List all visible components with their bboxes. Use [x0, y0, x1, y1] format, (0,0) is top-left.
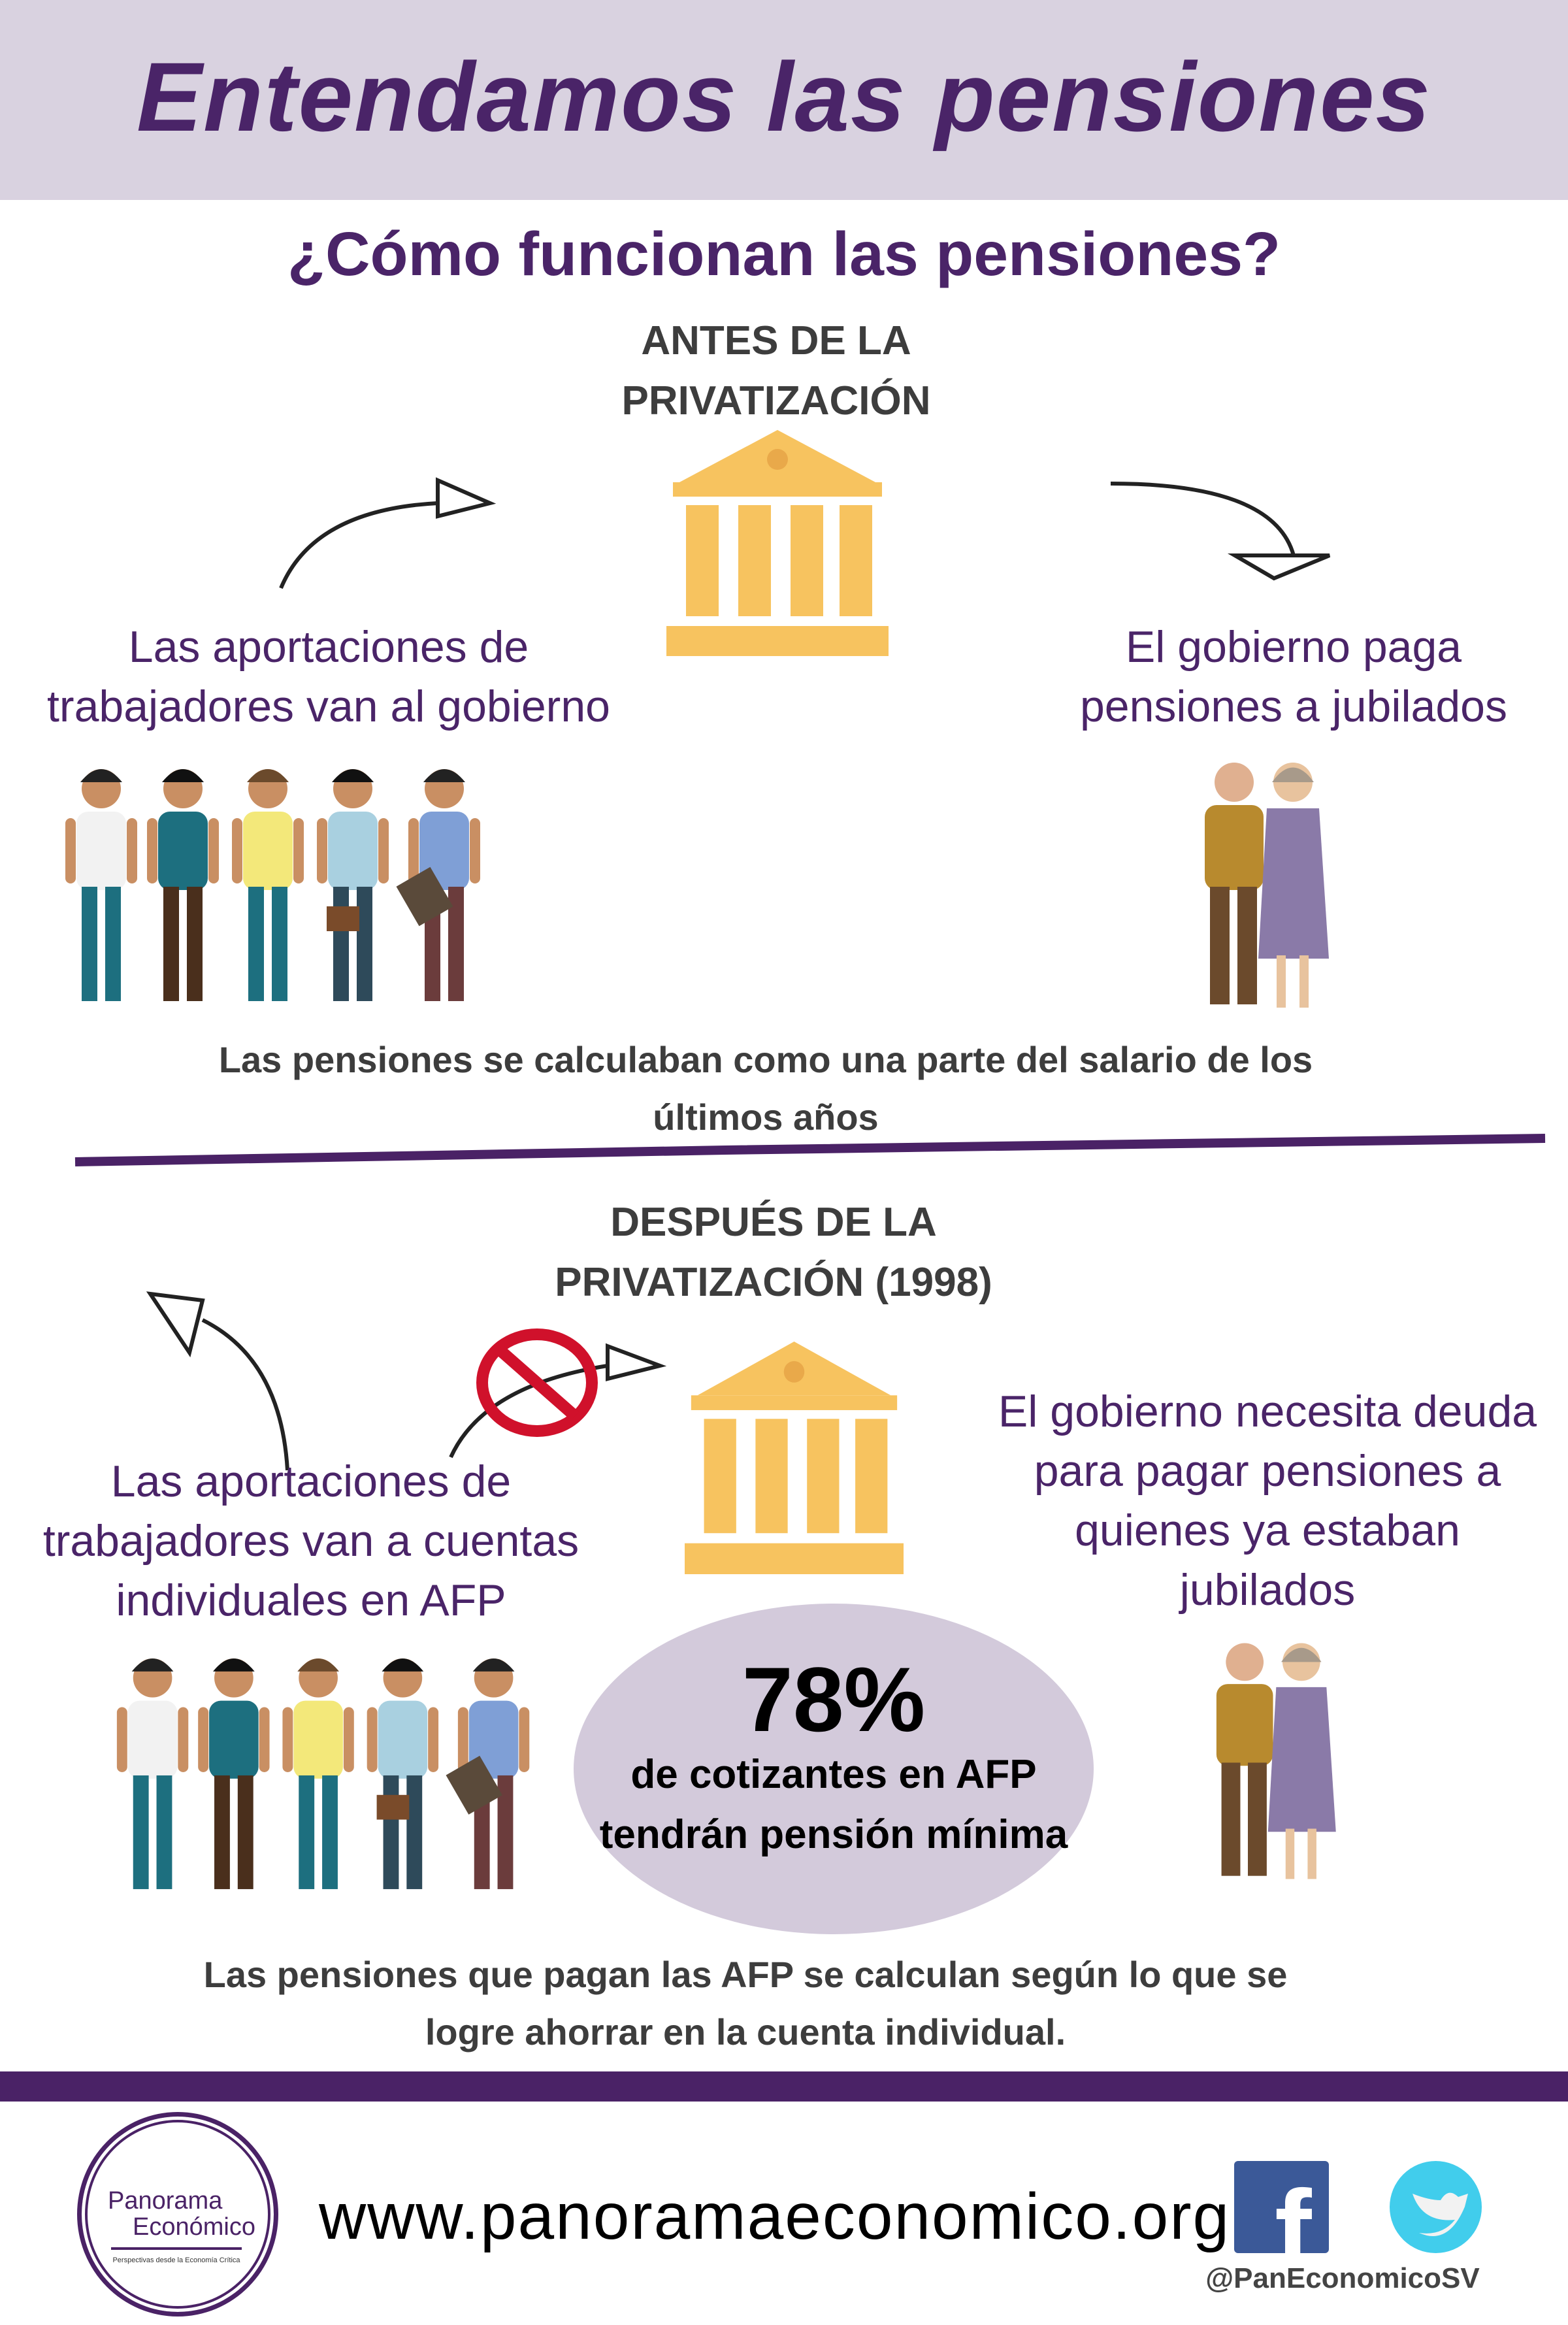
person-figure	[282, 1658, 354, 1889]
text-line: Las aportaciones de	[128, 622, 529, 672]
briefcase	[446, 1755, 502, 1815]
facebook-icon[interactable]: f	[1234, 2161, 1329, 2253]
logo-name: Económico	[133, 2213, 255, 2241]
text-line: trabajadores van al gobierno	[47, 682, 610, 731]
elder-man	[1216, 1643, 1273, 1876]
social-handle[interactable]: @PanEconomicoSV	[1205, 2262, 1480, 2294]
heading-line: ANTES DE LA	[641, 318, 911, 363]
retirees-illustration	[1205, 763, 1329, 1008]
after-right-text: El gobierno necesita deuda para pagar pe…	[967, 1382, 1568, 1620]
logo-rule	[111, 2247, 242, 2250]
arrow-to-government-icon	[279, 477, 497, 589]
text-line: quienes ya estaban	[1075, 1506, 1460, 1555]
person-figure	[65, 769, 137, 1001]
briefcase	[376, 1794, 410, 1820]
person-figure	[198, 1658, 270, 1889]
bank-icon	[685, 1342, 904, 1574]
text-line: de cotizantes en AFP	[630, 1752, 1037, 1797]
logo: Panorama Económico Perspectivas desde la…	[77, 2112, 278, 2317]
after-heading: DESPUÉS DE LA PRIVATIZACIÓN (1998)	[0, 1193, 1547, 1313]
after-note: Las pensiones que pagan las AFP se calcu…	[0, 1946, 1491, 2061]
footer-bar	[0, 2071, 1568, 2102]
heading-line: PRIVATIZACIÓN (1998)	[555, 1260, 992, 1305]
prohibited-icon	[476, 1328, 598, 1437]
text-line: individuales en AFP	[116, 1575, 506, 1625]
person-figure	[317, 769, 389, 1001]
person-figure	[367, 1658, 439, 1889]
person-figure	[147, 769, 219, 1001]
logo-name: Panorama	[108, 2187, 223, 2215]
text-line: El gobierno paga	[1125, 622, 1462, 672]
logo-tagline: Perspectivas desde la Economía Crítica	[112, 2256, 240, 2264]
elder-woman	[1258, 763, 1329, 1008]
arrow-to-retirees-icon	[1110, 482, 1331, 581]
after-left-text: Las aportaciones de trabajadores van a c…	[0, 1452, 622, 1630]
text-line: para pagar pensiones a	[1034, 1446, 1501, 1496]
text-line: Las pensiones se calculaban como una par…	[218, 1039, 1313, 1080]
bank-icon	[666, 430, 889, 656]
subtitle: ¿Cómo funcionan las pensiones?	[287, 220, 1281, 289]
person-figure	[116, 1658, 189, 1889]
twitter-icon[interactable]	[1390, 2161, 1482, 2253]
retirees-illustration	[1216, 1643, 1336, 1879]
elder-woman	[1267, 1643, 1336, 1879]
text-line: Las pensiones que pagan las AFP se calcu…	[203, 1954, 1288, 1995]
text-line: El gobierno necesita deuda	[998, 1387, 1537, 1436]
header-band	[0, 0, 1568, 200]
text-line: tendrán pensión mínima	[599, 1812, 1068, 1857]
section-divider	[74, 1134, 1546, 1166]
before-note: Las pensiones se calculaban como una par…	[0, 1031, 1531, 1146]
page-title: Entendamos las pensiones	[137, 42, 1431, 152]
briefcase	[327, 906, 359, 931]
workers-illustration	[65, 769, 480, 1001]
before-left-text: Las aportaciones de trabajadores van al …	[0, 618, 657, 736]
person-figure	[408, 769, 480, 1001]
website-link[interactable]: www.panoramaeconomico.org	[319, 2180, 1231, 2253]
facebook-glyph: f	[1275, 2168, 1312, 2253]
statistic-bubble	[574, 1604, 1094, 1934]
bird-glyph	[1413, 2192, 1468, 2236]
elder-man	[1205, 763, 1264, 1004]
heading-line: DESPUÉS DE LA	[610, 1200, 937, 1245]
statistic-value: 78%	[742, 1648, 926, 1751]
text-line: pensiones a jubilados	[1079, 682, 1508, 731]
heading-line: PRIVATIZACIÓN	[621, 378, 931, 423]
text-line: jubilados	[1179, 1565, 1356, 1615]
blocked-arrow-icon	[449, 1343, 666, 1459]
text-line: Las aportaciones de	[110, 1457, 512, 1506]
text-line: últimos años	[653, 1097, 879, 1138]
briefcase	[396, 866, 453, 927]
person-figure	[232, 769, 304, 1001]
text-line: logre ahorrar en la cuenta individual.	[425, 2011, 1066, 2053]
before-heading: ANTES DE LA PRIVATIZACIÓN	[0, 311, 1552, 431]
text-line: trabajadores van a cuentas	[42, 1516, 580, 1566]
arrow-back-icon	[146, 1291, 289, 1471]
workers-illustration	[116, 1658, 530, 1889]
before-right-text: El gobierno paga pensiones a jubilados	[1019, 618, 1568, 736]
statistic-caption: de cotizantes en AFP tendrán pensión mín…	[574, 1745, 1094, 1865]
